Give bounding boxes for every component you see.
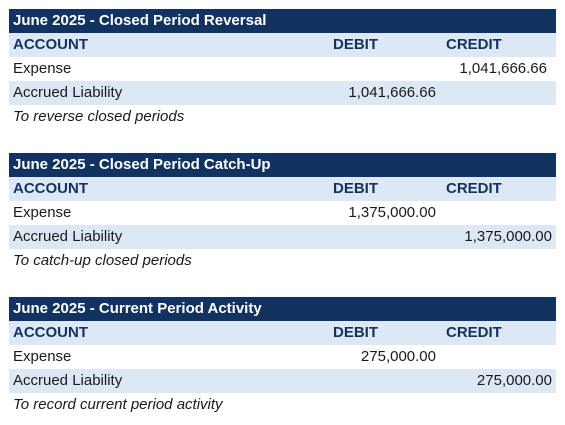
journal-title: June 2025 - Closed Period Reversal xyxy=(9,9,556,33)
debit-header: DEBIT xyxy=(333,36,378,53)
debit-cell: 1,041,666.66 xyxy=(348,84,436,101)
journal-memo: To reverse closed periods xyxy=(13,108,185,125)
journal-memo: To catch-up closed periods xyxy=(13,252,192,269)
journal-title: June 2025 - Current Period Activity xyxy=(9,297,556,321)
column-header-row: ACCOUNT DEBIT CREDIT xyxy=(9,321,556,345)
credit-header: CREDIT xyxy=(446,324,502,341)
credit-header: CREDIT xyxy=(446,180,502,197)
account-cell: Accrued Liability xyxy=(13,228,123,245)
column-header-row: ACCOUNT DEBIT CREDIT xyxy=(9,177,556,201)
journal-entry-current-period-activity: June 2025 - Current Period Activity ACCO… xyxy=(9,297,556,417)
credit-cell: 275,000.00 xyxy=(476,372,552,389)
debit-cell: 1,375,000.00 xyxy=(348,204,436,221)
debit-header: DEBIT xyxy=(333,324,378,341)
account-cell: Expense xyxy=(13,348,72,365)
table-row: Accrued Liability 1,041,666.66 xyxy=(9,81,556,105)
account-header: ACCOUNT xyxy=(13,324,88,341)
table-row: Accrued Liability 1,375,000.00 xyxy=(9,225,556,249)
account-cell: Expense xyxy=(13,60,72,77)
account-cell: Accrued Liability xyxy=(13,84,123,101)
credit-cell: 1,041,666.66 xyxy=(459,60,547,77)
debit-cell: 275,000.00 xyxy=(360,348,436,365)
table-row: Expense 275,000.00 xyxy=(9,345,556,369)
debit-header: DEBIT xyxy=(333,180,378,197)
account-cell: Accrued Liability xyxy=(13,372,123,389)
account-header: ACCOUNT xyxy=(13,180,88,197)
table-row: Expense 1,375,000.00 xyxy=(9,201,556,225)
account-cell: Expense xyxy=(13,204,72,221)
journal-memo: To record current period activity xyxy=(13,396,223,413)
account-header: ACCOUNT xyxy=(13,36,88,53)
journal-entry-closed-period-reversal: June 2025 - Closed Period Reversal ACCOU… xyxy=(9,9,556,129)
journal-entry-closed-period-catch-up: June 2025 - Closed Period Catch-Up ACCOU… xyxy=(9,153,556,273)
credit-cell: 1,375,000.00 xyxy=(464,228,552,245)
credit-header: CREDIT xyxy=(446,36,502,53)
journal-title: June 2025 - Closed Period Catch-Up xyxy=(9,153,556,177)
table-row: Expense 1,041,666.66 xyxy=(9,57,556,81)
table-row: Accrued Liability 275,000.00 xyxy=(9,369,556,393)
column-header-row: ACCOUNT DEBIT CREDIT xyxy=(9,33,556,57)
